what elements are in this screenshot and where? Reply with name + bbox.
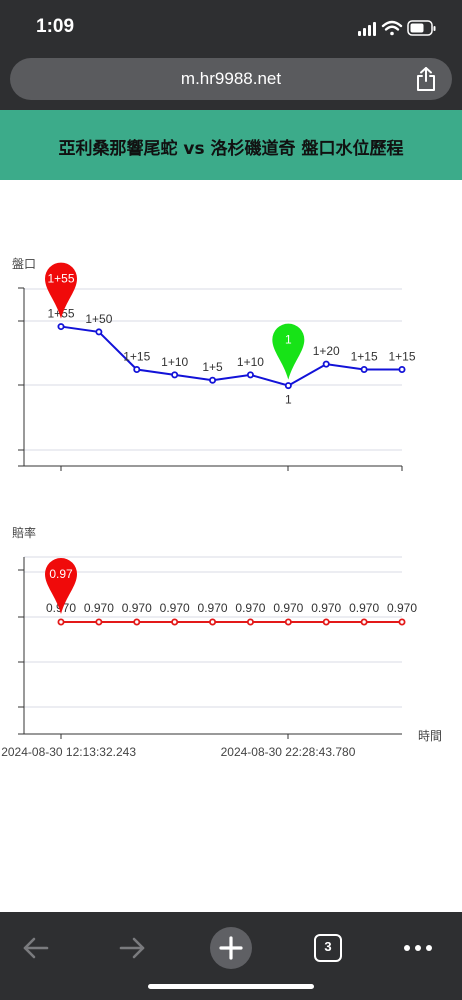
data-label: 1 <box>285 393 292 407</box>
data-point <box>246 618 254 626</box>
tabs-icon: 3 <box>314 934 342 962</box>
status-bar: 1:09 <box>0 0 462 56</box>
max-marker: 1+55 <box>45 262 77 319</box>
handicap-chart-svg: 盤口1+551+501+151+101+51+1011+201+151+151+… <box>12 257 416 471</box>
data-label: 1+20 <box>313 344 340 358</box>
data-point <box>95 328 103 336</box>
x-tick-label: 2024-08-30 22:28:43.780 <box>221 745 356 759</box>
tabs-button[interactable]: 3 <box>306 926 350 970</box>
series-line <box>60 325 402 387</box>
arrow-right-icon <box>119 937 145 959</box>
data-label: 0.970 <box>84 601 114 615</box>
data-label: 0.970 <box>198 601 228 615</box>
odds-chart-svg: 賠率 0.970 0.970 0.970 0.970 0.970 0.970 0.970 0.9… <box>1 525 442 759</box>
data-label: 1+15 <box>123 350 150 364</box>
status-time: 1:09 <box>36 16 75 37</box>
more-icon <box>404 945 432 951</box>
address-bar[interactable]: m.hr9988.net <box>10 58 452 100</box>
battery-icon <box>407 20 436 36</box>
data-label: 0.970 <box>387 601 417 615</box>
max-marker-shape <box>45 262 77 319</box>
data-point <box>284 382 292 390</box>
min-marker-shape <box>272 323 305 380</box>
data-point <box>57 618 65 626</box>
max-marker-shape <box>45 558 77 614</box>
data-label: 0.970 <box>235 601 265 615</box>
data-point <box>322 360 330 368</box>
cellular-signal-icon <box>358 22 376 36</box>
data-label: 1+15 <box>388 350 415 364</box>
data-label: 0.970 <box>273 601 303 615</box>
data-point <box>57 323 65 331</box>
max-marker-label: 0.97 <box>49 567 73 581</box>
page-header: 亞利桑那響尾蛇 vs 洛杉磯道奇 盤口水位歷程 <box>0 110 462 180</box>
data-point <box>133 366 141 374</box>
data-point <box>171 618 179 626</box>
data-label: 0.970 <box>349 601 379 615</box>
data-label: 0.970 <box>122 601 152 615</box>
data-point <box>398 366 406 374</box>
data-point <box>284 618 292 626</box>
url-text[interactable]: m.hr9988.net <box>180 69 282 88</box>
odds-chart: 賠率 0.970 0.970 0.970 0.970 0.970 0.970 0.970 0.9… <box>0 512 462 772</box>
data-label: 1+10 <box>161 355 188 369</box>
data-label: 0.970 <box>311 601 341 615</box>
back-button[interactable] <box>14 926 58 970</box>
data-point <box>246 371 254 379</box>
status-icons <box>358 18 438 40</box>
data-point <box>360 618 368 626</box>
data-point <box>209 376 217 384</box>
data-point <box>360 366 368 374</box>
forward-button[interactable] <box>110 926 154 970</box>
wifi-icon <box>381 20 403 36</box>
data-label: 1+15 <box>351 350 378 364</box>
plus-icon <box>210 927 252 969</box>
data-label: 1+50 <box>85 312 112 326</box>
min-marker-label: 1 <box>285 333 292 347</box>
browser-address-area: m.hr9988.net <box>0 56 462 110</box>
arrow-left-icon <box>23 937 49 959</box>
data-point <box>398 618 406 626</box>
x-axis-label: 時間 <box>418 729 442 743</box>
data-point <box>322 618 330 626</box>
y-axis-label: 盤口 <box>12 257 36 271</box>
page-title: 亞利桑那響尾蛇 vs 洛杉磯道奇 盤口水位歷程 <box>58 139 404 159</box>
data-point <box>171 371 179 379</box>
max-marker: 0.97 <box>45 558 77 614</box>
handicap-chart: 盤口1+551+501+151+101+51+1011+201+151+151+… <box>0 240 462 480</box>
max-marker-label: 1+55 <box>47 272 74 286</box>
data-label: 0.970 <box>160 601 190 615</box>
data-point <box>95 618 103 626</box>
data-point <box>209 618 217 626</box>
data-label: 1+5 <box>202 360 223 374</box>
data-label: 1+10 <box>237 355 264 369</box>
min-marker: 1 <box>272 323 305 380</box>
y-axis-label: 賠率 <box>12 525 36 540</box>
more-button[interactable] <box>396 926 440 970</box>
new-tab-button[interactable] <box>209 926 253 970</box>
x-tick-label: 2024-08-30 12:13:32.243 <box>1 745 136 759</box>
tab-count: 3 <box>324 939 332 954</box>
share-icon[interactable] <box>414 66 438 92</box>
data-point <box>133 618 141 626</box>
home-indicator <box>148 984 314 989</box>
